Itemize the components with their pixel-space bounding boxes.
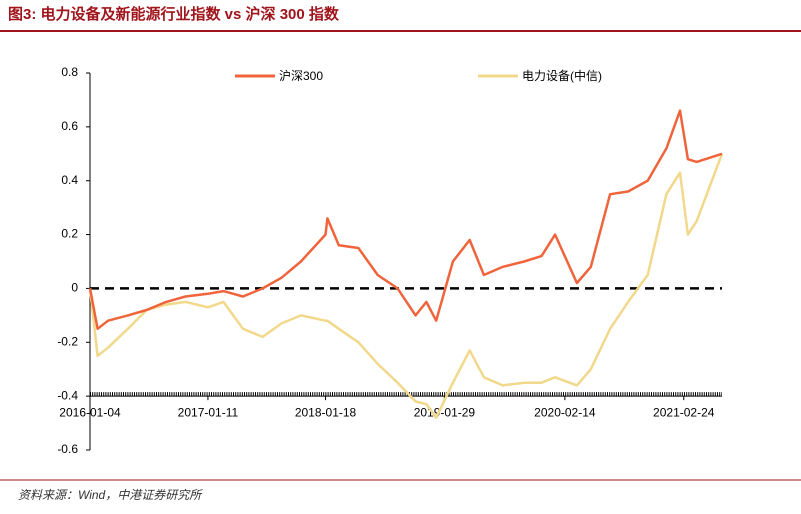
x-tick-label: 2017-01-11 <box>178 405 239 419</box>
legend-label: 沪深300 <box>279 69 323 83</box>
y-tick-label: -0.4 <box>57 388 78 402</box>
series-line <box>88 109 723 331</box>
x-tick-label: 2020-02-14 <box>534 405 596 419</box>
series-line <box>88 153 724 419</box>
x-tick-label: 2018-01-18 <box>295 405 357 419</box>
y-tick-label: 0 <box>71 281 78 295</box>
x-tick-label: 2016-01-04 <box>59 405 121 419</box>
y-tick-label: 0.8 <box>61 65 78 79</box>
source-note: 资料来源：Wind，中港证券研究所 <box>18 488 203 502</box>
x-tick-label: 2021-02-24 <box>653 405 715 419</box>
y-tick-label: 0.2 <box>61 227 78 241</box>
x-tick-label: 2019-01-29 <box>414 405 476 419</box>
chart-title: 图3: 电力设备及新能源行业指数 vs 沪深 300 指数 <box>8 5 340 23</box>
legend-label: 电力设备(中信) <box>522 68 602 83</box>
y-tick-label: 0.6 <box>61 119 78 133</box>
y-tick-label: -0.2 <box>57 334 78 348</box>
y-tick-label: -0.6 <box>57 442 78 456</box>
y-tick-label: 0.4 <box>61 173 78 187</box>
